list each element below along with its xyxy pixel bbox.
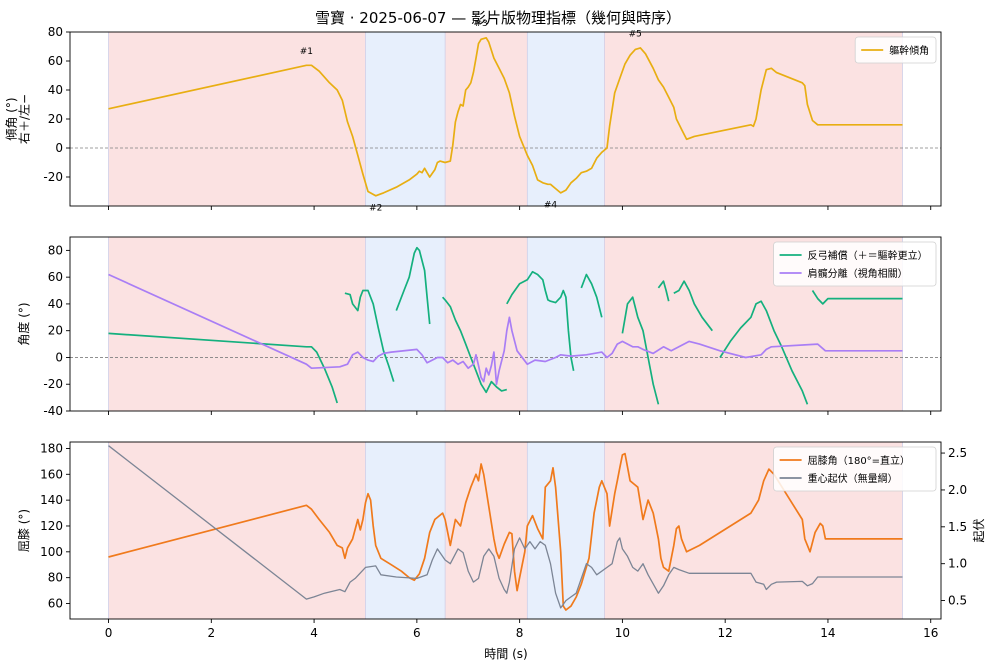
y-tick-label: 160 <box>40 467 63 481</box>
x-tick-label: 4 <box>310 626 318 640</box>
phase-band-4 <box>527 237 605 411</box>
y-axis-label: 角度 (°) <box>16 302 31 345</box>
y-axis-label: 屈膝 (°) <box>17 509 31 552</box>
series-2-line-segment-1 <box>108 445 903 609</box>
series-1-line-segment-5 <box>506 270 575 371</box>
y-tick-label: 180 <box>40 441 63 455</box>
y-tick-label: 80 <box>48 571 63 585</box>
y-tick-label: -20 <box>43 377 63 391</box>
series-1-line-segment-9 <box>673 280 713 332</box>
y-axis-label: 右＋/左− <box>17 94 32 144</box>
plot-frame <box>69 441 942 620</box>
phase-band-1 <box>108 442 366 619</box>
y-right-axis-label: 起伏 <box>972 518 986 542</box>
y-tick-label: -40 <box>43 404 63 418</box>
legend-box <box>773 446 937 492</box>
series-2-line-segment-1 <box>108 273 903 386</box>
series-1-line-segment-3 <box>395 246 431 325</box>
phase-band-3 <box>445 442 528 619</box>
y-tick-label: 20 <box>48 112 63 126</box>
y-tick-label: -20 <box>43 170 63 184</box>
series-1-line-segment-1 <box>108 332 339 404</box>
phase-band-1 <box>108 32 366 206</box>
y-tick-label: 60 <box>48 54 63 68</box>
y-tick-label: 40 <box>48 297 63 311</box>
series-1-line-segment-7 <box>621 296 660 405</box>
annotation-4: #4 <box>544 200 558 210</box>
x-axis-label: 時間 (s) <box>484 647 527 661</box>
y-tick-label: 60 <box>48 270 63 284</box>
series-1-line-segment-11 <box>811 290 903 305</box>
phase-band-2 <box>365 32 446 206</box>
panel-1: #1 #2 #3 #4 #5 -20 0 20 40 60 80 傾角 (°) 右＋/左− 軀幹傾角 <box>5 19 942 213</box>
y-right-tick-label: 1.0 <box>948 557 967 571</box>
y-tick-label: 80 <box>48 243 63 257</box>
y-axis-label: 傾角 (°) <box>5 97 19 140</box>
legend-label: 肩髖分離（視角相關） <box>808 267 908 280</box>
y-right-tick-label: 0.5 <box>948 594 967 608</box>
plot-frame <box>69 236 942 412</box>
panel-3: 0 2 4 6 8 10 12 14 16 60 80 100 120 140 160 180 0.5 1.0 1.… <box>17 441 986 640</box>
legend-box <box>854 36 937 64</box>
y-tick-label: 0 <box>55 141 63 155</box>
y-right-tick-label: 2.0 <box>948 483 967 497</box>
y-tick-label: 140 <box>40 493 63 507</box>
annotation-3: #3 <box>474 19 487 29</box>
y-tick-label: 120 <box>40 519 63 533</box>
y-right-tick-label: 1.5 <box>948 520 967 534</box>
x-tick-label: 8 <box>516 626 524 640</box>
y-tick-label: 60 <box>48 596 63 610</box>
x-tick-label: 16 <box>923 626 938 640</box>
series-1-line-segment-6 <box>580 273 603 318</box>
y-tick-label: 20 <box>48 324 63 338</box>
legend-label: 反弓補償（＋＝驅幹更立） <box>808 249 928 262</box>
phase-band-5 <box>604 32 903 206</box>
phase-band-2 <box>365 442 446 619</box>
series-1-line-segment-1 <box>108 452 903 611</box>
phase-band-3 <box>445 32 528 206</box>
series-1-line-segment-8 <box>657 280 670 302</box>
y-tick-label: 0 <box>55 350 63 364</box>
phase-band-2 <box>365 237 446 411</box>
y-tick-label: 100 <box>40 545 63 559</box>
x-tick-label: 2 <box>207 626 215 640</box>
x-tick-label: 12 <box>718 626 733 640</box>
panel-2: -40 -20 0 20 40 60 80 角度 (°) 反弓補償（＋＝驅幹更立） 肩髖分離（視角… <box>16 236 942 418</box>
phase-band-3 <box>445 237 528 411</box>
phase-band-1 <box>108 237 366 411</box>
y-tick-label: 40 <box>48 83 63 97</box>
x-tick-label: 0 <box>105 626 113 640</box>
x-tick-label: 10 <box>615 626 630 640</box>
legend-label: 重心起伏（無量綱） <box>808 472 898 485</box>
figure-title: 雪寶 · 2025-06-07 — 影片版物理指標（幾何與時序） <box>315 9 681 27</box>
legend-label: 屈膝角（180°=直立） <box>808 454 910 467</box>
y-right-tick-label: 2.5 <box>948 446 967 460</box>
x-tick-label: 6 <box>413 626 421 640</box>
annotation-1: #1 <box>300 47 313 57</box>
x-tick-label: 14 <box>820 626 835 640</box>
annotation-5: #5 <box>629 29 642 39</box>
series-1-line-segment-10 <box>719 300 809 405</box>
legend-label: 軀幹傾角 <box>889 44 929 57</box>
phase-band-4 <box>527 32 605 206</box>
y-tick-label: 80 <box>48 25 63 39</box>
legend-box <box>773 241 937 287</box>
annotation-2: #2 <box>369 203 382 213</box>
series-1-line-segment-1 <box>108 36 903 197</box>
